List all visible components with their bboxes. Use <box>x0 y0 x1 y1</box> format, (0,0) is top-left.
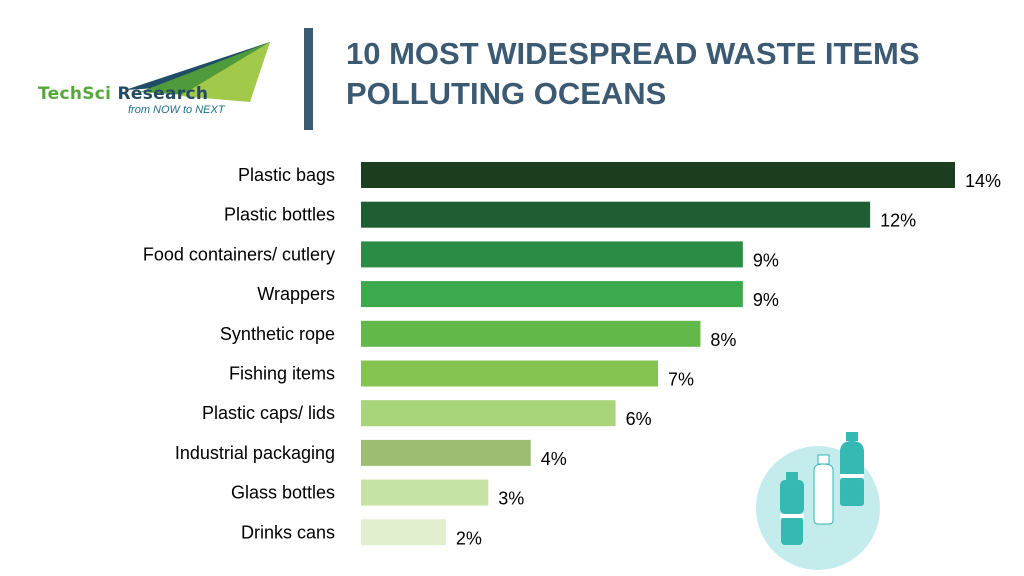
techsci-logo: TechSci Research from NOW to NEXT <box>30 38 280 120</box>
category-label-7: Industrial packaging <box>175 443 335 463</box>
logo-swoosh-icon <box>125 42 270 102</box>
value-label-6: 6% <box>626 409 652 429</box>
category-label-8: Glass bottles <box>231 483 335 503</box>
bottles-icon <box>756 432 880 570</box>
bar-9 <box>361 519 446 546</box>
value-label-3: 9% <box>753 290 779 310</box>
logo-tagline: from NOW to NEXT <box>128 104 225 116</box>
value-label-5: 7% <box>668 370 694 390</box>
bar-3 <box>361 281 743 308</box>
category-label-3: Wrappers <box>257 284 335 304</box>
bar-2 <box>361 241 743 268</box>
value-label-4: 8% <box>710 330 736 350</box>
value-label-0: 14% <box>965 171 1001 191</box>
category-label-2: Food containers/ cutlery <box>143 244 335 264</box>
category-label-6: Plastic caps/ lids <box>202 403 335 423</box>
category-label-1: Plastic bottles <box>224 205 335 225</box>
bar-7 <box>361 439 531 466</box>
category-label-9: Drinks cans <box>241 522 335 542</box>
value-label-7: 4% <box>541 449 567 469</box>
category-label-0: Plastic bags <box>238 165 335 185</box>
bar-0 <box>361 162 955 188</box>
category-label-4: Synthetic rope <box>220 324 335 344</box>
title-divider <box>304 28 313 130</box>
bar-8 <box>361 479 489 506</box>
category-label-5: Fishing items <box>229 364 335 384</box>
bar-1 <box>361 201 871 228</box>
value-label-2: 9% <box>753 250 779 270</box>
bar-5 <box>361 360 658 387</box>
value-label-8: 3% <box>498 489 524 509</box>
value-label-1: 12% <box>880 211 916 231</box>
logo-wordmark: TechSci Research <box>38 84 209 104</box>
bar-6 <box>361 400 616 427</box>
chart-title: 10 MOST WIDESPREAD WASTE ITEMS POLLUTING… <box>346 36 920 111</box>
value-label-9: 2% <box>456 528 482 548</box>
bar-4 <box>361 320 701 347</box>
